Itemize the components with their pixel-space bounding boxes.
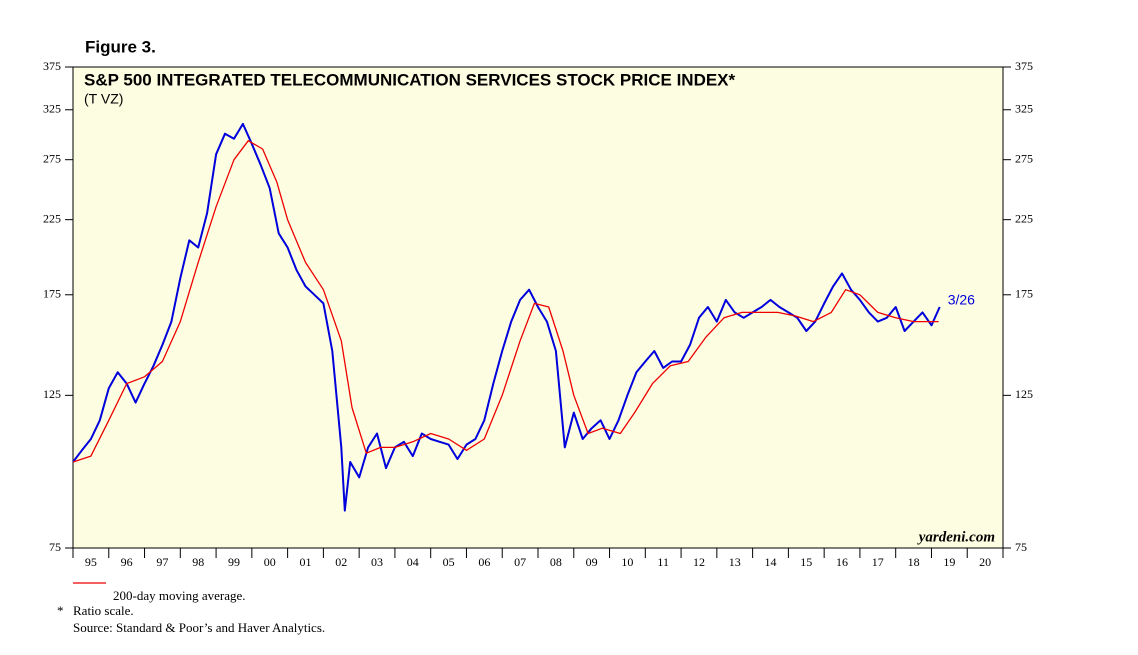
x-tick-label: 00 [264, 555, 276, 569]
figure-label: Figure 3. [85, 37, 156, 56]
y2-tick-label: 175 [1015, 287, 1033, 301]
chart-subtitle: (T VZ) [84, 91, 123, 107]
x-tick-label: 04 [407, 555, 419, 569]
y2-tick-label: 375 [1015, 59, 1033, 73]
y2-tick-label: 75 [1015, 540, 1027, 554]
y-tick-label: 375 [43, 59, 61, 73]
x-tick-label: 12 [693, 555, 705, 569]
x-tick-label: 97 [156, 555, 168, 569]
y-tick-label: 225 [43, 211, 61, 225]
x-tick-label: 20 [979, 555, 991, 569]
x-tick-label: 01 [300, 555, 312, 569]
x-tick-label: 99 [228, 555, 240, 569]
watermark: yardeni.com [917, 529, 995, 545]
x-tick-label: 98 [192, 555, 204, 569]
x-tick-label: 03 [371, 555, 383, 569]
x-tick-label: 18 [908, 555, 920, 569]
x-tick-label: 16 [836, 555, 848, 569]
x-tick-label: 14 [765, 555, 777, 569]
y-tick-label: 175 [43, 287, 61, 301]
y2-tick-label: 275 [1015, 151, 1033, 165]
x-tick-label: 08 [550, 555, 562, 569]
x-tick-label: 07 [514, 555, 526, 569]
x-tick-label: 95 [85, 555, 97, 569]
x-tick-label: 09 [586, 555, 598, 569]
y2-tick-label: 125 [1015, 387, 1033, 401]
line [72, 140, 939, 463]
legend-label: 200-day moving average. [113, 588, 245, 603]
x-tick-label: 06 [478, 555, 490, 569]
source: Source: Standard & Poor’s and Haver Anal… [73, 620, 325, 635]
y2-tick-label: 225 [1015, 211, 1033, 225]
x-tick-label: 17 [872, 555, 884, 569]
x-tick-label: 13 [729, 555, 741, 569]
y-tick-label: 75 [49, 540, 61, 554]
y-tick-label: 125 [43, 387, 61, 401]
x-tick-label: 05 [443, 555, 455, 569]
annotation: 3/26 [948, 292, 975, 308]
note-marker: * [57, 603, 64, 618]
x-tick-label: 10 [621, 555, 633, 569]
x-tick-label: 96 [121, 555, 133, 569]
x-tick-label: 19 [943, 555, 955, 569]
x-tick-label: 11 [657, 555, 669, 569]
note: Ratio scale. [73, 603, 134, 618]
x-tick-label: 02 [335, 555, 347, 569]
x-tick-label: 15 [800, 555, 812, 569]
chart-title: S&P 500 INTEGRATED TELECOMMUNICATION SER… [84, 70, 736, 89]
y2-tick-label: 325 [1015, 102, 1033, 116]
y-tick-label: 275 [43, 151, 61, 165]
y-tick-label: 325 [43, 102, 61, 116]
